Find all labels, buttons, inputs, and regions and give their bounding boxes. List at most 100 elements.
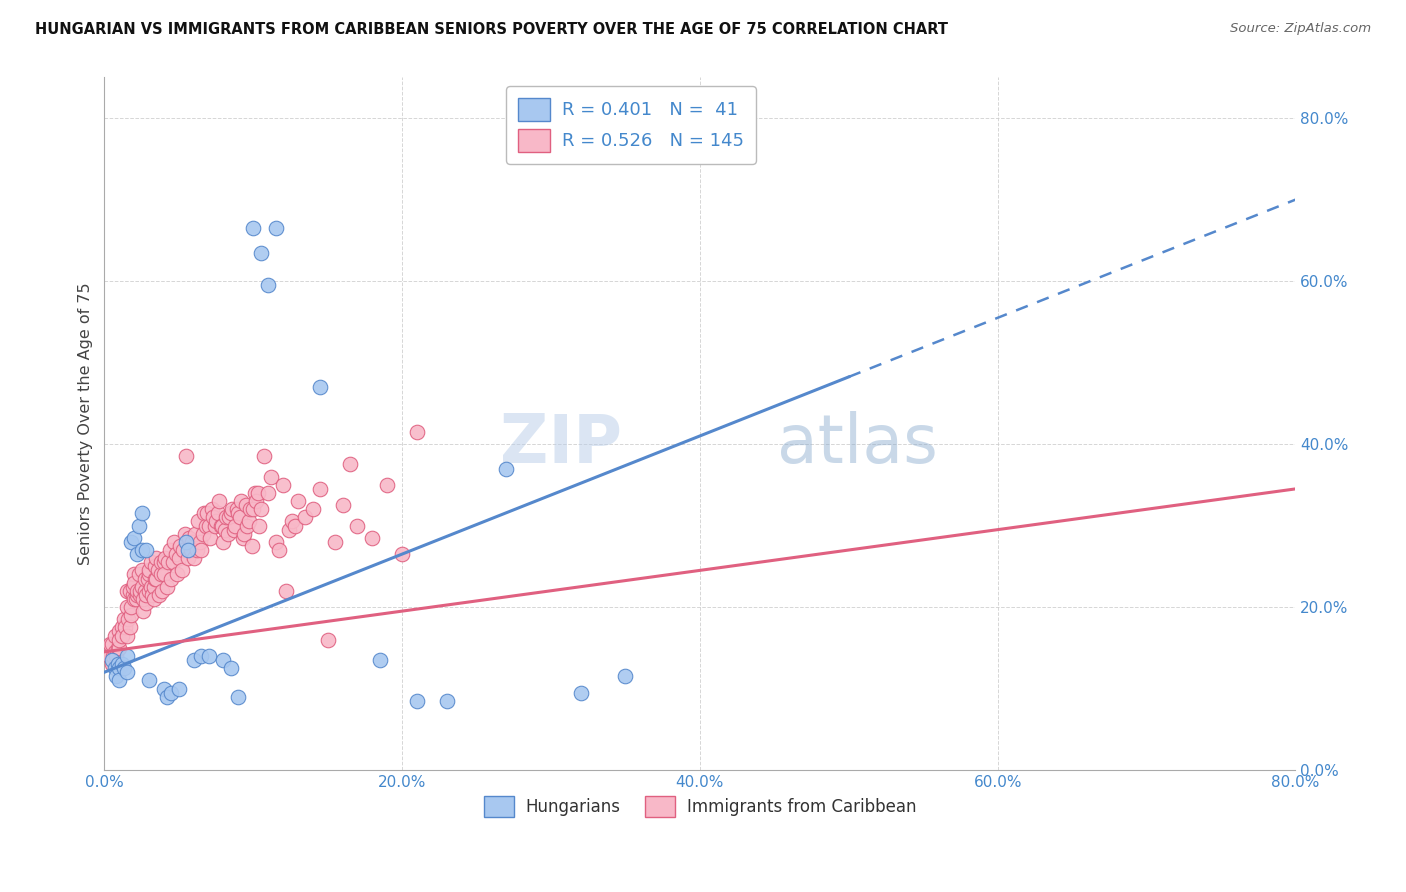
- Point: [233, 526, 256, 541]
- Point: [281, 515, 304, 529]
- Point: [138, 583, 160, 598]
- Point: [224, 518, 246, 533]
- Point: [136, 572, 159, 586]
- Point: [260, 469, 283, 483]
- Point: [238, 515, 260, 529]
- Point: [122, 567, 145, 582]
- Point: [197, 648, 219, 663]
- Point: [346, 518, 368, 533]
- Point: [323, 534, 346, 549]
- Point: [121, 588, 143, 602]
- Point: [246, 486, 269, 500]
- Point: [122, 575, 145, 590]
- Point: [169, 539, 191, 553]
- Point: [115, 665, 138, 680]
- Point: [149, 555, 172, 569]
- Point: [228, 690, 250, 704]
- Point: [157, 555, 180, 569]
- Point: [120, 608, 142, 623]
- Text: ZIP: ZIP: [501, 411, 623, 477]
- Point: [172, 543, 194, 558]
- Point: [127, 547, 149, 561]
- Point: [135, 596, 157, 610]
- Point: [242, 502, 264, 516]
- Point: [101, 657, 124, 671]
- Point: [222, 523, 245, 537]
- Point: [181, 534, 204, 549]
- Point: [187, 515, 209, 529]
- Point: [145, 551, 167, 566]
- Point: [219, 506, 242, 520]
- Point: [188, 534, 211, 549]
- Point: [231, 494, 253, 508]
- Point: [134, 572, 156, 586]
- Point: [107, 657, 129, 671]
- Point: [104, 629, 127, 643]
- Point: [148, 588, 170, 602]
- Point: [240, 539, 263, 553]
- Point: [177, 551, 200, 566]
- Point: [245, 494, 267, 508]
- Point: [162, 555, 184, 569]
- Point: [138, 567, 160, 582]
- Point: [332, 498, 354, 512]
- Point: [143, 559, 166, 574]
- Point: [264, 534, 287, 549]
- Point: [127, 583, 149, 598]
- Point: [132, 604, 155, 618]
- Point: [127, 588, 149, 602]
- Point: [103, 648, 125, 663]
- Point: [207, 506, 229, 520]
- Point: [406, 694, 429, 708]
- Point: [111, 657, 134, 671]
- Point: [212, 653, 235, 667]
- Point: [97, 648, 120, 663]
- Point: [406, 425, 429, 439]
- Point: [361, 531, 384, 545]
- Point: [225, 502, 247, 516]
- Point: [294, 510, 316, 524]
- Point: [195, 506, 218, 520]
- Text: Source: ZipAtlas.com: Source: ZipAtlas.com: [1230, 22, 1371, 36]
- Point: [114, 620, 136, 634]
- Point: [163, 534, 186, 549]
- Point: [138, 563, 160, 577]
- Point: [105, 669, 128, 683]
- Point: [218, 510, 240, 524]
- Point: [131, 506, 153, 520]
- Point: [228, 506, 250, 520]
- Point: [264, 221, 287, 235]
- Point: [217, 526, 239, 541]
- Point: [194, 518, 217, 533]
- Point: [177, 543, 200, 558]
- Point: [104, 661, 127, 675]
- Point: [236, 518, 259, 533]
- Point: [159, 543, 181, 558]
- Point: [375, 478, 398, 492]
- Point: [247, 518, 270, 533]
- Point: [183, 551, 205, 566]
- Point: [170, 563, 193, 577]
- Point: [108, 624, 131, 639]
- Point: [204, 518, 226, 533]
- Point: [436, 694, 458, 708]
- Point: [202, 510, 225, 524]
- Point: [212, 534, 235, 549]
- Point: [287, 494, 309, 508]
- Point: [115, 600, 138, 615]
- Point: [138, 673, 160, 688]
- Text: atlas: atlas: [778, 411, 938, 477]
- Point: [115, 629, 138, 643]
- Point: [193, 506, 215, 520]
- Point: [309, 482, 332, 496]
- Point: [134, 583, 156, 598]
- Point: [209, 518, 232, 533]
- Y-axis label: Seniors Poverty Over the Age of 75: Seniors Poverty Over the Age of 75: [79, 283, 93, 565]
- Point: [174, 534, 197, 549]
- Point: [145, 572, 167, 586]
- Point: [214, 523, 236, 537]
- Point: [197, 518, 219, 533]
- Point: [129, 588, 152, 602]
- Point: [121, 580, 143, 594]
- Point: [274, 583, 297, 598]
